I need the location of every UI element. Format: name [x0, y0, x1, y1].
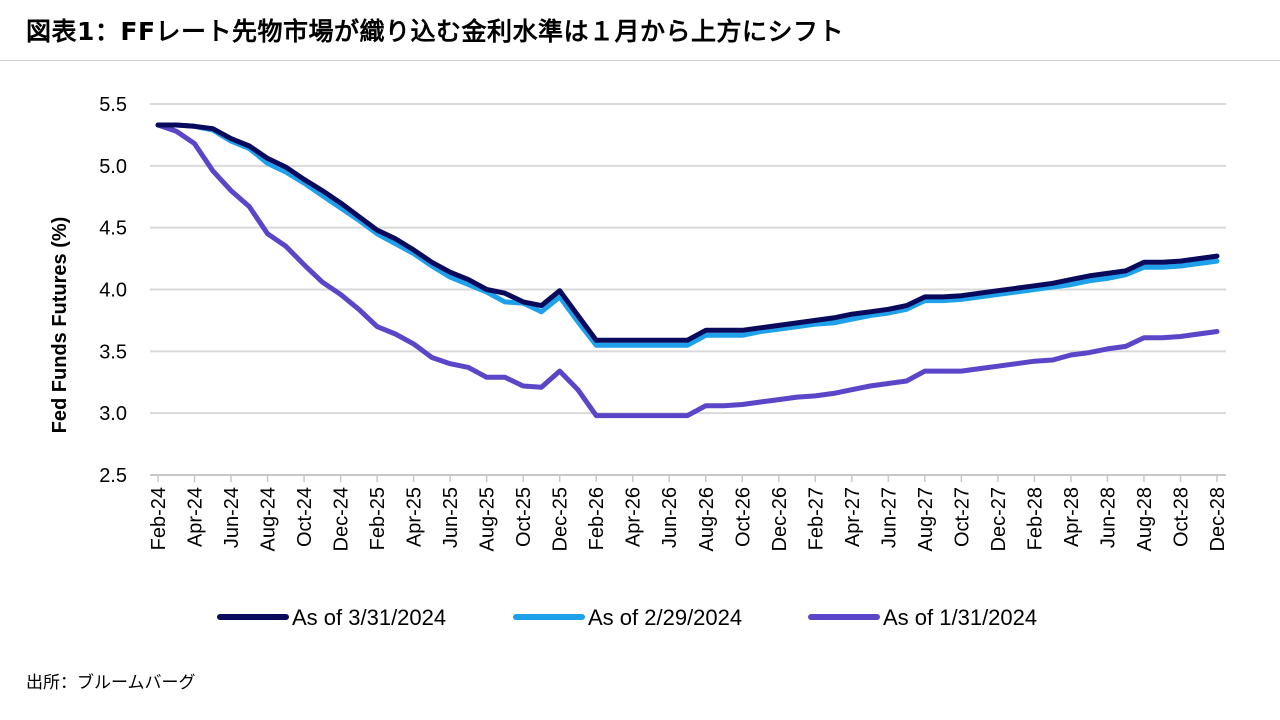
series-line [155, 122, 1220, 348]
x-tick-label: Aug-27 [915, 487, 937, 552]
x-tick-label: Dec-28 [1207, 487, 1229, 551]
x-tick-label: Oct-25 [513, 487, 535, 547]
y-tick-label: 5.0 [99, 156, 127, 178]
x-tick-label: Jun-27 [878, 487, 900, 548]
x-tick-label: Apr-28 [1061, 487, 1083, 547]
legend-label: As of 3/31/2024 [292, 605, 446, 630]
x-tick-label: Dec-25 [550, 487, 572, 551]
x-tick-label: Feb-26 [586, 487, 608, 550]
x-tick-label: Feb-24 [148, 487, 170, 550]
chart-title: 図表1：FFレート先物市場が織り込む金利水準は１月から上方にシフト [26, 17, 845, 46]
x-tick-label: Apr-26 [623, 487, 645, 547]
x-tick-label: Feb-28 [1024, 487, 1046, 550]
x-tick-label: Feb-27 [805, 487, 827, 550]
y-tick-label: 4.5 [99, 218, 127, 240]
x-tick-label: Oct-24 [294, 487, 316, 547]
y-tick-label: 3.5 [99, 341, 127, 363]
x-tick-label: Aug-25 [477, 487, 499, 552]
series-line [155, 122, 1220, 343]
legend: As of 3/31/2024 As of 2/29/2024 As of 1/31… [217, 605, 1037, 630]
x-tick-label: Dec-27 [988, 487, 1010, 551]
x-tick-label: Feb-25 [367, 487, 389, 550]
y-tick-label: 3.0 [99, 403, 127, 425]
series-line [155, 122, 1220, 419]
gridlines [150, 103, 1226, 476]
y-tick-label: 4.0 [99, 280, 127, 302]
source-note: 出所：ブルームバーグ [26, 673, 196, 693]
x-tick-label: Jun-24 [221, 487, 243, 548]
x-tick-label: Apr-24 [185, 487, 207, 547]
x-tick-label: Jun-26 [659, 487, 681, 548]
y-tick-label: 2.5 [99, 465, 127, 487]
y-tick-label: 5.5 [99, 94, 127, 116]
x-tick-label: Oct-26 [732, 487, 754, 547]
y-axis-label: Fed Funds Futures (%) [49, 217, 71, 434]
x-tick-label: Jun-28 [1097, 487, 1119, 548]
x-tick-label: Jun-25 [440, 487, 462, 548]
x-tick-label: Aug-26 [696, 487, 718, 552]
x-tick-label: Dec-26 [769, 487, 791, 551]
x-axis-ticks: Feb-24 Apr-24 Jun-24 Aug-24 Oct-24 Dec-24 Feb-… [148, 475, 1229, 552]
title-divider [0, 60, 1280, 61]
legend-label: As of 1/31/2024 [883, 605, 1037, 630]
x-tick-label: Oct-27 [951, 487, 973, 547]
legend-label: As of 2/29/2024 [588, 605, 742, 630]
x-tick-label: Apr-27 [842, 487, 864, 547]
x-tick-label: Oct-28 [1170, 487, 1192, 547]
x-tick-label: Dec-24 [331, 487, 353, 551]
x-tick-label: Apr-25 [404, 487, 426, 547]
series-lines [155, 122, 1220, 419]
x-tick-label: Aug-24 [258, 487, 280, 552]
y-axis-ticks: 2.5 3.0 3.5 4.0 4.5 5.0 5.5 [99, 94, 127, 487]
x-tick-label: Aug-28 [1134, 487, 1156, 552]
